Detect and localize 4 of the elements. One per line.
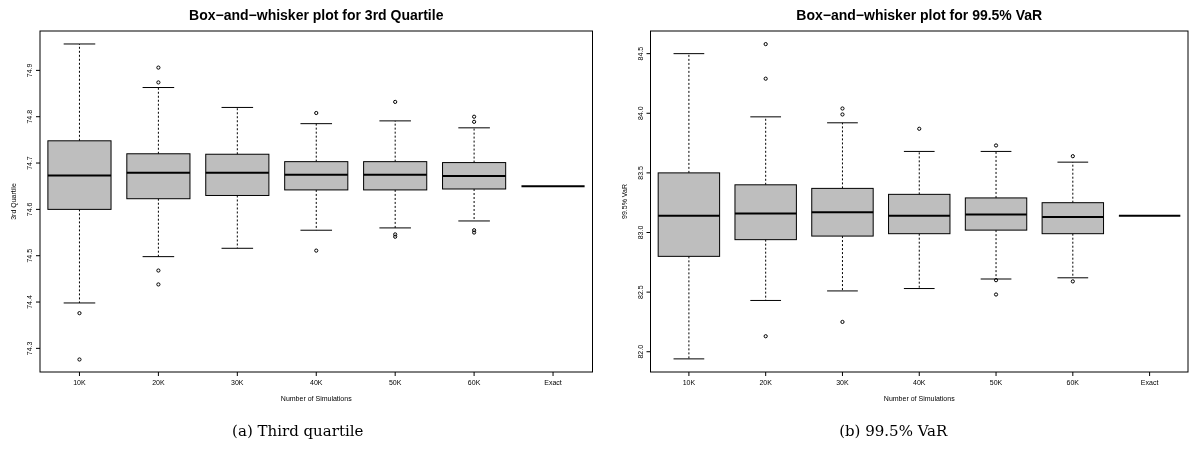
chart-title: Box−and−whisker plot for 3rd Quartile bbox=[189, 7, 444, 23]
text: (a) Third quartile bbox=[232, 422, 364, 440]
chart-title: Box−and−whisker plot for 99.5% VaR bbox=[796, 7, 1043, 23]
text: (b) 99.5% VaR bbox=[839, 422, 949, 440]
